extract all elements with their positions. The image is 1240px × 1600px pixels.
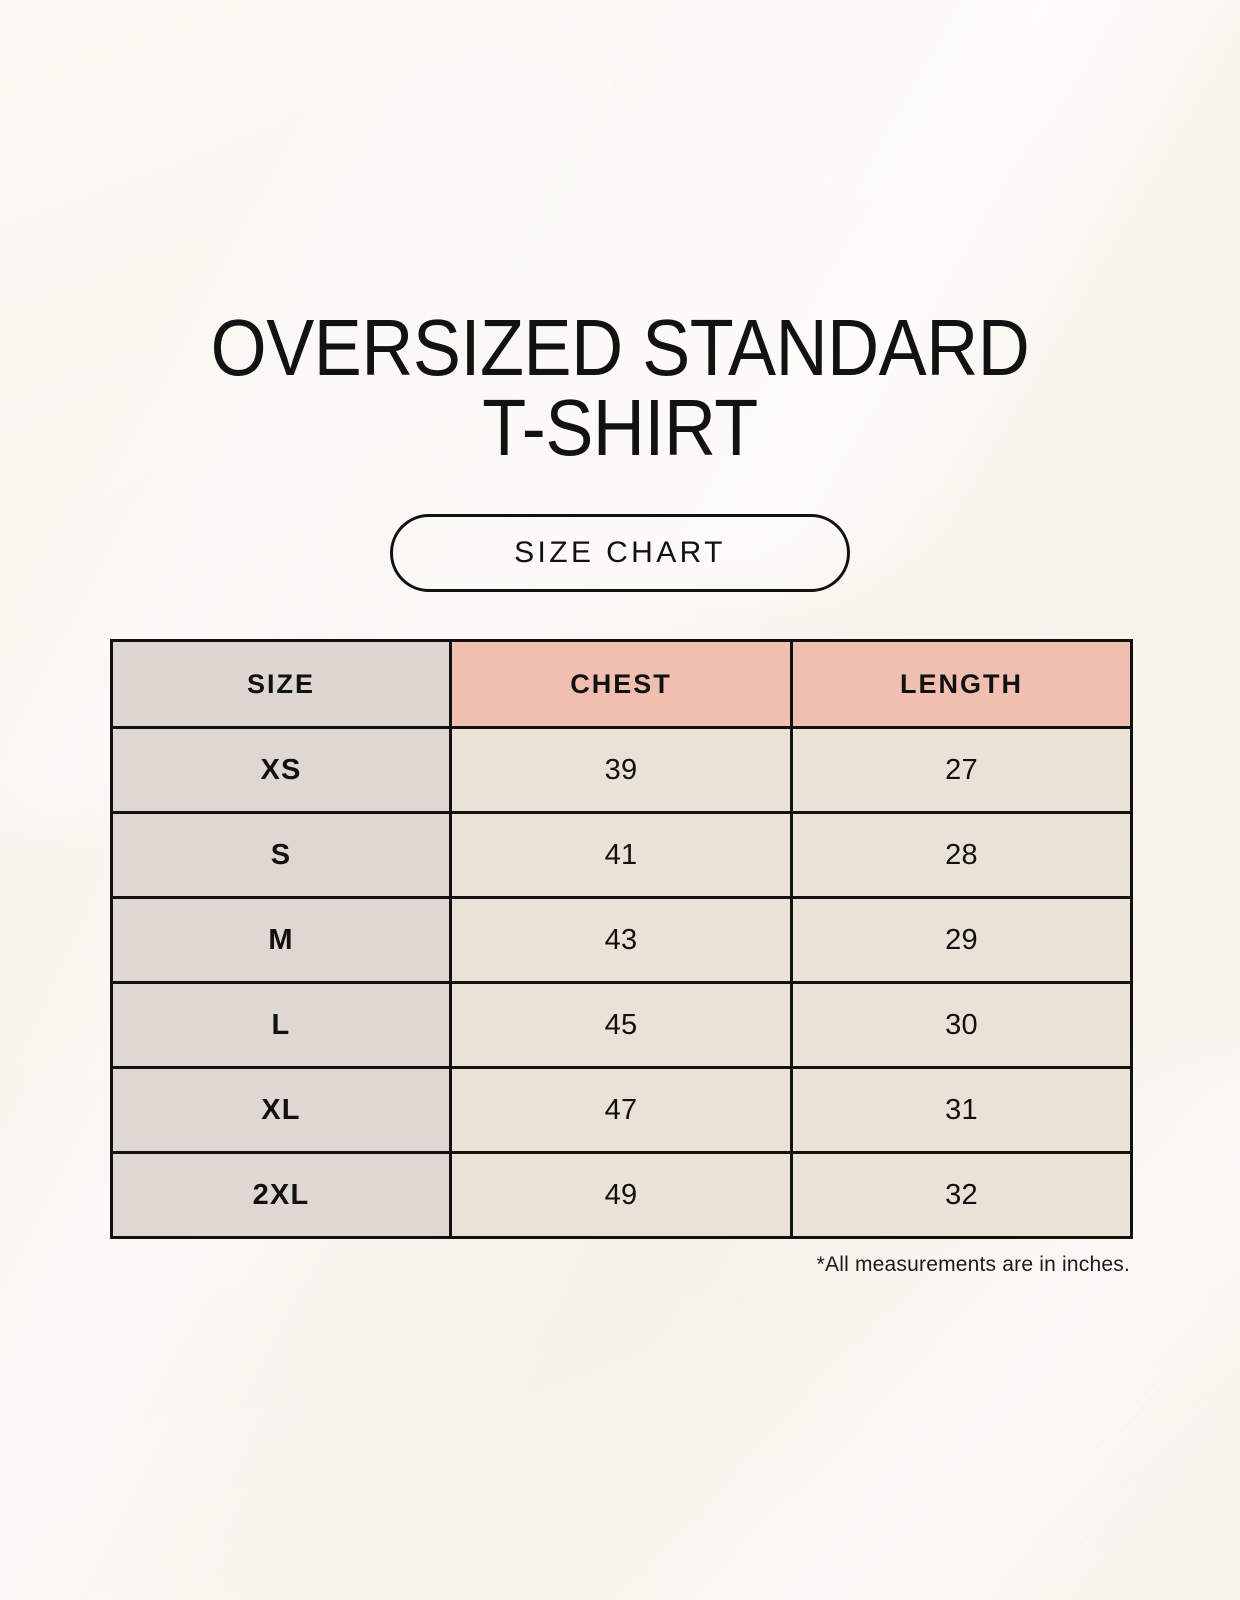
size-table-container: SIZE CHEST LENGTH XS 39 27 S 41 28 xyxy=(110,639,1133,1239)
cell-length: 29 xyxy=(790,896,1133,984)
table-header: SIZE CHEST LENGTH xyxy=(110,639,1133,729)
cell-size: 2XL xyxy=(110,1151,452,1239)
cell-chest: 41 xyxy=(449,811,793,899)
cell-chest: 39 xyxy=(449,726,793,814)
cell-size: L xyxy=(110,981,452,1069)
cell-length: 31 xyxy=(790,1066,1133,1154)
cell-size: XL xyxy=(110,1066,452,1154)
table-row: XL 47 31 xyxy=(110,1066,1133,1154)
cell-length: 27 xyxy=(790,726,1133,814)
table-row: 2XL 49 32 xyxy=(110,1151,1133,1239)
measurement-units-note: *All measurements are in inches. xyxy=(816,1253,1130,1276)
table-header-row: SIZE CHEST LENGTH xyxy=(110,639,1133,729)
cell-chest: 45 xyxy=(449,981,793,1069)
cell-size: XS xyxy=(110,726,452,814)
cell-size: S xyxy=(110,811,452,899)
cell-length: 28 xyxy=(790,811,1133,899)
column-header-length: LENGTH xyxy=(790,639,1133,729)
cell-chest: 43 xyxy=(449,896,793,984)
cell-chest: 47 xyxy=(449,1066,793,1154)
table-row: XS 39 27 xyxy=(110,726,1133,814)
badge-container: SIZE CHART xyxy=(0,514,1240,592)
cell-length: 32 xyxy=(790,1151,1133,1239)
page-title: OVERSIZED STANDARD T-SHIRT xyxy=(210,303,1030,472)
column-header-chest: CHEST xyxy=(449,639,793,729)
table-row: L 45 30 xyxy=(110,981,1133,1069)
cell-chest: 49 xyxy=(449,1151,793,1239)
size-table: SIZE CHEST LENGTH XS 39 27 S 41 28 xyxy=(110,639,1133,1239)
size-chart-badge: SIZE CHART xyxy=(390,514,850,592)
table-row: S 41 28 xyxy=(110,811,1133,899)
column-header-size: SIZE xyxy=(110,639,452,729)
cell-size: M xyxy=(110,896,452,984)
cell-length: 30 xyxy=(790,981,1133,1069)
content-container: OVERSIZED STANDARD T-SHIRT SIZE CHART SI… xyxy=(0,303,1240,1276)
table-body: XS 39 27 S 41 28 M 43 29 L xyxy=(110,726,1133,1239)
table-row: M 43 29 xyxy=(110,896,1133,984)
